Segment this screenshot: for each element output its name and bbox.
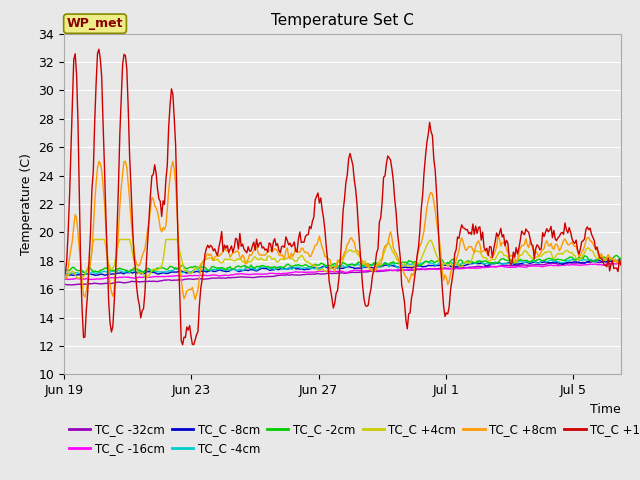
TC_C -8cm: [282, 266, 290, 272]
TC_C -2cm: [612, 252, 620, 258]
TC_C -8cm: [61, 273, 69, 278]
TC_C +8cm: [129, 232, 136, 238]
TC_C +4cm: [468, 257, 476, 263]
TC_C -2cm: [617, 255, 625, 261]
TC_C +4cm: [413, 260, 421, 266]
Line: TC_C +8cm: TC_C +8cm: [64, 161, 621, 300]
Text: WP_met: WP_met: [67, 17, 124, 30]
Title: Temperature Set C: Temperature Set C: [271, 13, 414, 28]
TC_C +4cm: [284, 255, 291, 261]
Line: TC_C +12cm: TC_C +12cm: [64, 49, 621, 345]
TC_C +4cm: [91, 237, 99, 242]
TC_C -16cm: [467, 265, 474, 271]
TC_C -16cm: [412, 266, 419, 272]
TC_C -2cm: [243, 265, 251, 271]
TC_C +4cm: [76, 275, 83, 281]
TC_C -4cm: [617, 256, 625, 262]
TC_C -4cm: [596, 254, 604, 260]
TC_C -32cm: [243, 274, 251, 280]
TC_C -32cm: [67, 282, 75, 288]
TC_C +12cm: [179, 342, 186, 348]
TC_C +4cm: [617, 260, 625, 265]
TC_C -8cm: [412, 264, 419, 269]
TC_C -8cm: [129, 270, 136, 276]
TC_C +12cm: [244, 244, 252, 250]
TC_C +12cm: [95, 46, 103, 52]
TC_C -4cm: [281, 266, 289, 272]
TC_C -16cm: [282, 271, 290, 276]
TC_C -4cm: [60, 272, 68, 278]
TC_C -2cm: [282, 263, 290, 268]
TC_C -32cm: [467, 264, 474, 270]
TC_C +4cm: [244, 259, 252, 264]
TC_C +4cm: [130, 258, 138, 264]
TC_C -2cm: [81, 270, 89, 276]
TC_C +12cm: [284, 238, 291, 243]
TC_C +12cm: [60, 273, 68, 278]
TC_C -8cm: [60, 272, 68, 278]
TC_C -4cm: [410, 262, 418, 267]
TC_C -32cm: [412, 267, 419, 273]
TC_C +4cm: [60, 272, 68, 277]
Line: TC_C -4cm: TC_C -4cm: [64, 257, 621, 275]
TC_C -8cm: [467, 261, 474, 266]
X-axis label: Time: Time: [590, 403, 621, 416]
TC_C +12cm: [413, 253, 421, 259]
TC_C -4cm: [465, 260, 472, 266]
TC_C +8cm: [60, 270, 68, 276]
TC_C +12cm: [617, 262, 625, 268]
TC_C -32cm: [282, 272, 290, 278]
Line: TC_C -8cm: TC_C -8cm: [64, 260, 621, 276]
TC_C +12cm: [465, 231, 472, 237]
TC_C -32cm: [463, 265, 471, 271]
TC_C -4cm: [462, 260, 470, 265]
TC_C -16cm: [60, 276, 68, 282]
Line: TC_C -32cm: TC_C -32cm: [64, 260, 621, 285]
TC_C +4cm: [465, 260, 472, 266]
TC_C -8cm: [463, 262, 471, 267]
TC_C +8cm: [191, 297, 199, 302]
TC_C -32cm: [617, 257, 625, 263]
TC_C -16cm: [129, 275, 136, 281]
TC_C -2cm: [412, 259, 419, 264]
TC_C +12cm: [468, 231, 476, 237]
TC_C -8cm: [617, 257, 625, 263]
TC_C +8cm: [284, 245, 291, 251]
Y-axis label: Temperature (C): Temperature (C): [20, 153, 33, 255]
Legend: TC_C -32cm, TC_C -16cm, TC_C -8cm, TC_C -4cm, TC_C -2cm, TC_C +4cm, TC_C +8cm, T: TC_C -32cm, TC_C -16cm, TC_C -8cm, TC_C …: [64, 419, 640, 460]
TC_C -16cm: [243, 272, 251, 277]
TC_C +8cm: [617, 258, 625, 264]
TC_C -16cm: [463, 265, 471, 271]
TC_C -16cm: [616, 261, 623, 266]
TC_C -4cm: [241, 265, 249, 271]
TC_C +8cm: [465, 244, 472, 250]
TC_C -8cm: [243, 267, 251, 273]
Line: TC_C -16cm: TC_C -16cm: [64, 264, 621, 279]
TC_C +8cm: [413, 256, 421, 262]
TC_C -2cm: [129, 267, 136, 273]
TC_C -16cm: [617, 261, 625, 266]
TC_C -4cm: [127, 268, 135, 274]
TC_C +8cm: [468, 244, 476, 250]
TC_C -32cm: [129, 278, 136, 284]
Line: TC_C +4cm: TC_C +4cm: [64, 240, 621, 278]
TC_C +8cm: [95, 158, 103, 164]
TC_C -2cm: [463, 258, 471, 264]
Line: TC_C -2cm: TC_C -2cm: [64, 255, 621, 273]
TC_C -2cm: [60, 267, 68, 273]
TC_C -32cm: [60, 282, 68, 288]
TC_C +8cm: [244, 256, 252, 262]
TC_C +12cm: [129, 218, 136, 224]
TC_C -2cm: [467, 259, 474, 264]
TC_C -16cm: [86, 276, 94, 282]
